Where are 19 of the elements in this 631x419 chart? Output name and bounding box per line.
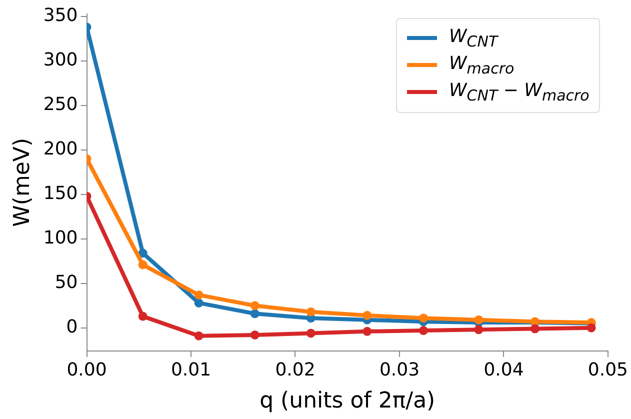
y-tick-label: 300 (43, 50, 78, 71)
x-tick-label: 0.04 (484, 359, 524, 380)
x-axis-title: q (units of 2π/a) (260, 388, 436, 414)
y-tick-label: 50 (54, 272, 78, 294)
y-tick-label: 350 (43, 5, 78, 26)
legend-label: W$_{macro}$ (448, 53, 514, 78)
x-tick-label: 0.02 (275, 359, 316, 380)
x-tick-label: 0.00 (66, 359, 107, 380)
x-tick-label: 0.05 (588, 359, 628, 380)
y-tick-label: 0 (66, 316, 78, 338)
y-tick-label: 100 (43, 228, 78, 249)
legend-label: W$_{CNT}$ − W$_{macro}$ (448, 80, 590, 105)
y-tick-label: 150 (43, 183, 78, 204)
y-tick-label: 250 (43, 94, 78, 116)
x-tick-label: 0.03 (379, 359, 420, 380)
y-tick-label: 200 (43, 138, 78, 160)
legend-label: W$_{CNT}$ (448, 26, 498, 51)
y-axis-title: W(meV) (10, 138, 35, 227)
x-tick-label: 0.01 (170, 359, 212, 380)
